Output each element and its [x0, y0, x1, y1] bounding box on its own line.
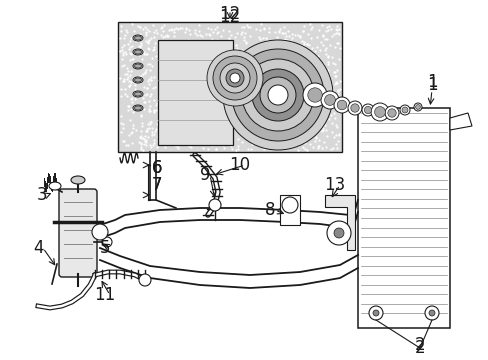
Ellipse shape — [134, 106, 141, 110]
Text: 5: 5 — [100, 239, 110, 257]
Text: 1: 1 — [426, 76, 436, 94]
Circle shape — [368, 306, 382, 320]
Circle shape — [242, 59, 313, 131]
Ellipse shape — [71, 176, 85, 184]
Circle shape — [424, 306, 438, 320]
Bar — [158, 40, 232, 145]
Circle shape — [139, 274, 151, 286]
Text: 3: 3 — [37, 186, 47, 204]
Polygon shape — [325, 195, 354, 250]
Circle shape — [387, 109, 395, 117]
Text: 12: 12 — [219, 8, 240, 26]
Circle shape — [303, 83, 326, 107]
Ellipse shape — [134, 50, 141, 54]
Circle shape — [413, 103, 421, 111]
Text: 10: 10 — [229, 156, 250, 174]
Circle shape — [206, 50, 263, 106]
Circle shape — [350, 104, 359, 112]
Circle shape — [282, 197, 297, 213]
Circle shape — [260, 77, 295, 113]
Circle shape — [307, 88, 322, 102]
Circle shape — [223, 40, 332, 150]
Circle shape — [251, 69, 304, 121]
Circle shape — [225, 69, 244, 87]
Circle shape — [326, 221, 350, 245]
Circle shape — [399, 105, 409, 115]
Circle shape — [267, 85, 287, 105]
Bar — [118, 22, 341, 152]
Circle shape — [92, 224, 108, 240]
Text: 4: 4 — [33, 239, 43, 257]
Text: 12: 12 — [219, 5, 240, 23]
Ellipse shape — [134, 92, 141, 96]
Ellipse shape — [134, 78, 141, 82]
Circle shape — [374, 107, 385, 117]
Text: 2: 2 — [414, 339, 425, 357]
Circle shape — [361, 104, 373, 116]
Text: 2: 2 — [414, 336, 425, 354]
Ellipse shape — [134, 36, 141, 40]
Circle shape — [220, 63, 249, 93]
Ellipse shape — [49, 182, 61, 190]
Ellipse shape — [133, 63, 142, 69]
Circle shape — [372, 310, 378, 316]
Circle shape — [333, 97, 349, 113]
Text: 7: 7 — [152, 176, 162, 194]
FancyBboxPatch shape — [59, 189, 97, 277]
Ellipse shape — [133, 91, 142, 97]
Ellipse shape — [133, 49, 142, 55]
Circle shape — [213, 56, 257, 100]
Circle shape — [333, 228, 343, 238]
Circle shape — [102, 237, 112, 247]
Text: 6: 6 — [152, 159, 162, 177]
Circle shape — [415, 105, 420, 109]
Circle shape — [401, 107, 407, 113]
Text: 13: 13 — [324, 176, 345, 194]
Ellipse shape — [133, 105, 142, 111]
Ellipse shape — [134, 64, 141, 68]
Circle shape — [231, 49, 324, 141]
Text: 9: 9 — [199, 166, 210, 184]
Bar — [357, 108, 449, 328]
Bar — [280, 195, 299, 225]
Circle shape — [320, 91, 338, 109]
Circle shape — [428, 310, 434, 316]
Ellipse shape — [133, 77, 142, 83]
Circle shape — [208, 199, 221, 211]
Circle shape — [229, 73, 240, 83]
Text: 7: 7 — [152, 176, 162, 194]
Circle shape — [337, 100, 346, 110]
Text: 6: 6 — [152, 159, 162, 177]
Ellipse shape — [133, 35, 142, 41]
Text: 1: 1 — [426, 73, 436, 91]
Circle shape — [347, 101, 361, 115]
Polygon shape — [449, 113, 471, 130]
Circle shape — [364, 107, 371, 114]
Text: 11: 11 — [94, 286, 115, 304]
Circle shape — [370, 103, 388, 121]
Text: 8: 8 — [264, 201, 275, 219]
Circle shape — [384, 106, 398, 120]
Circle shape — [324, 95, 335, 105]
